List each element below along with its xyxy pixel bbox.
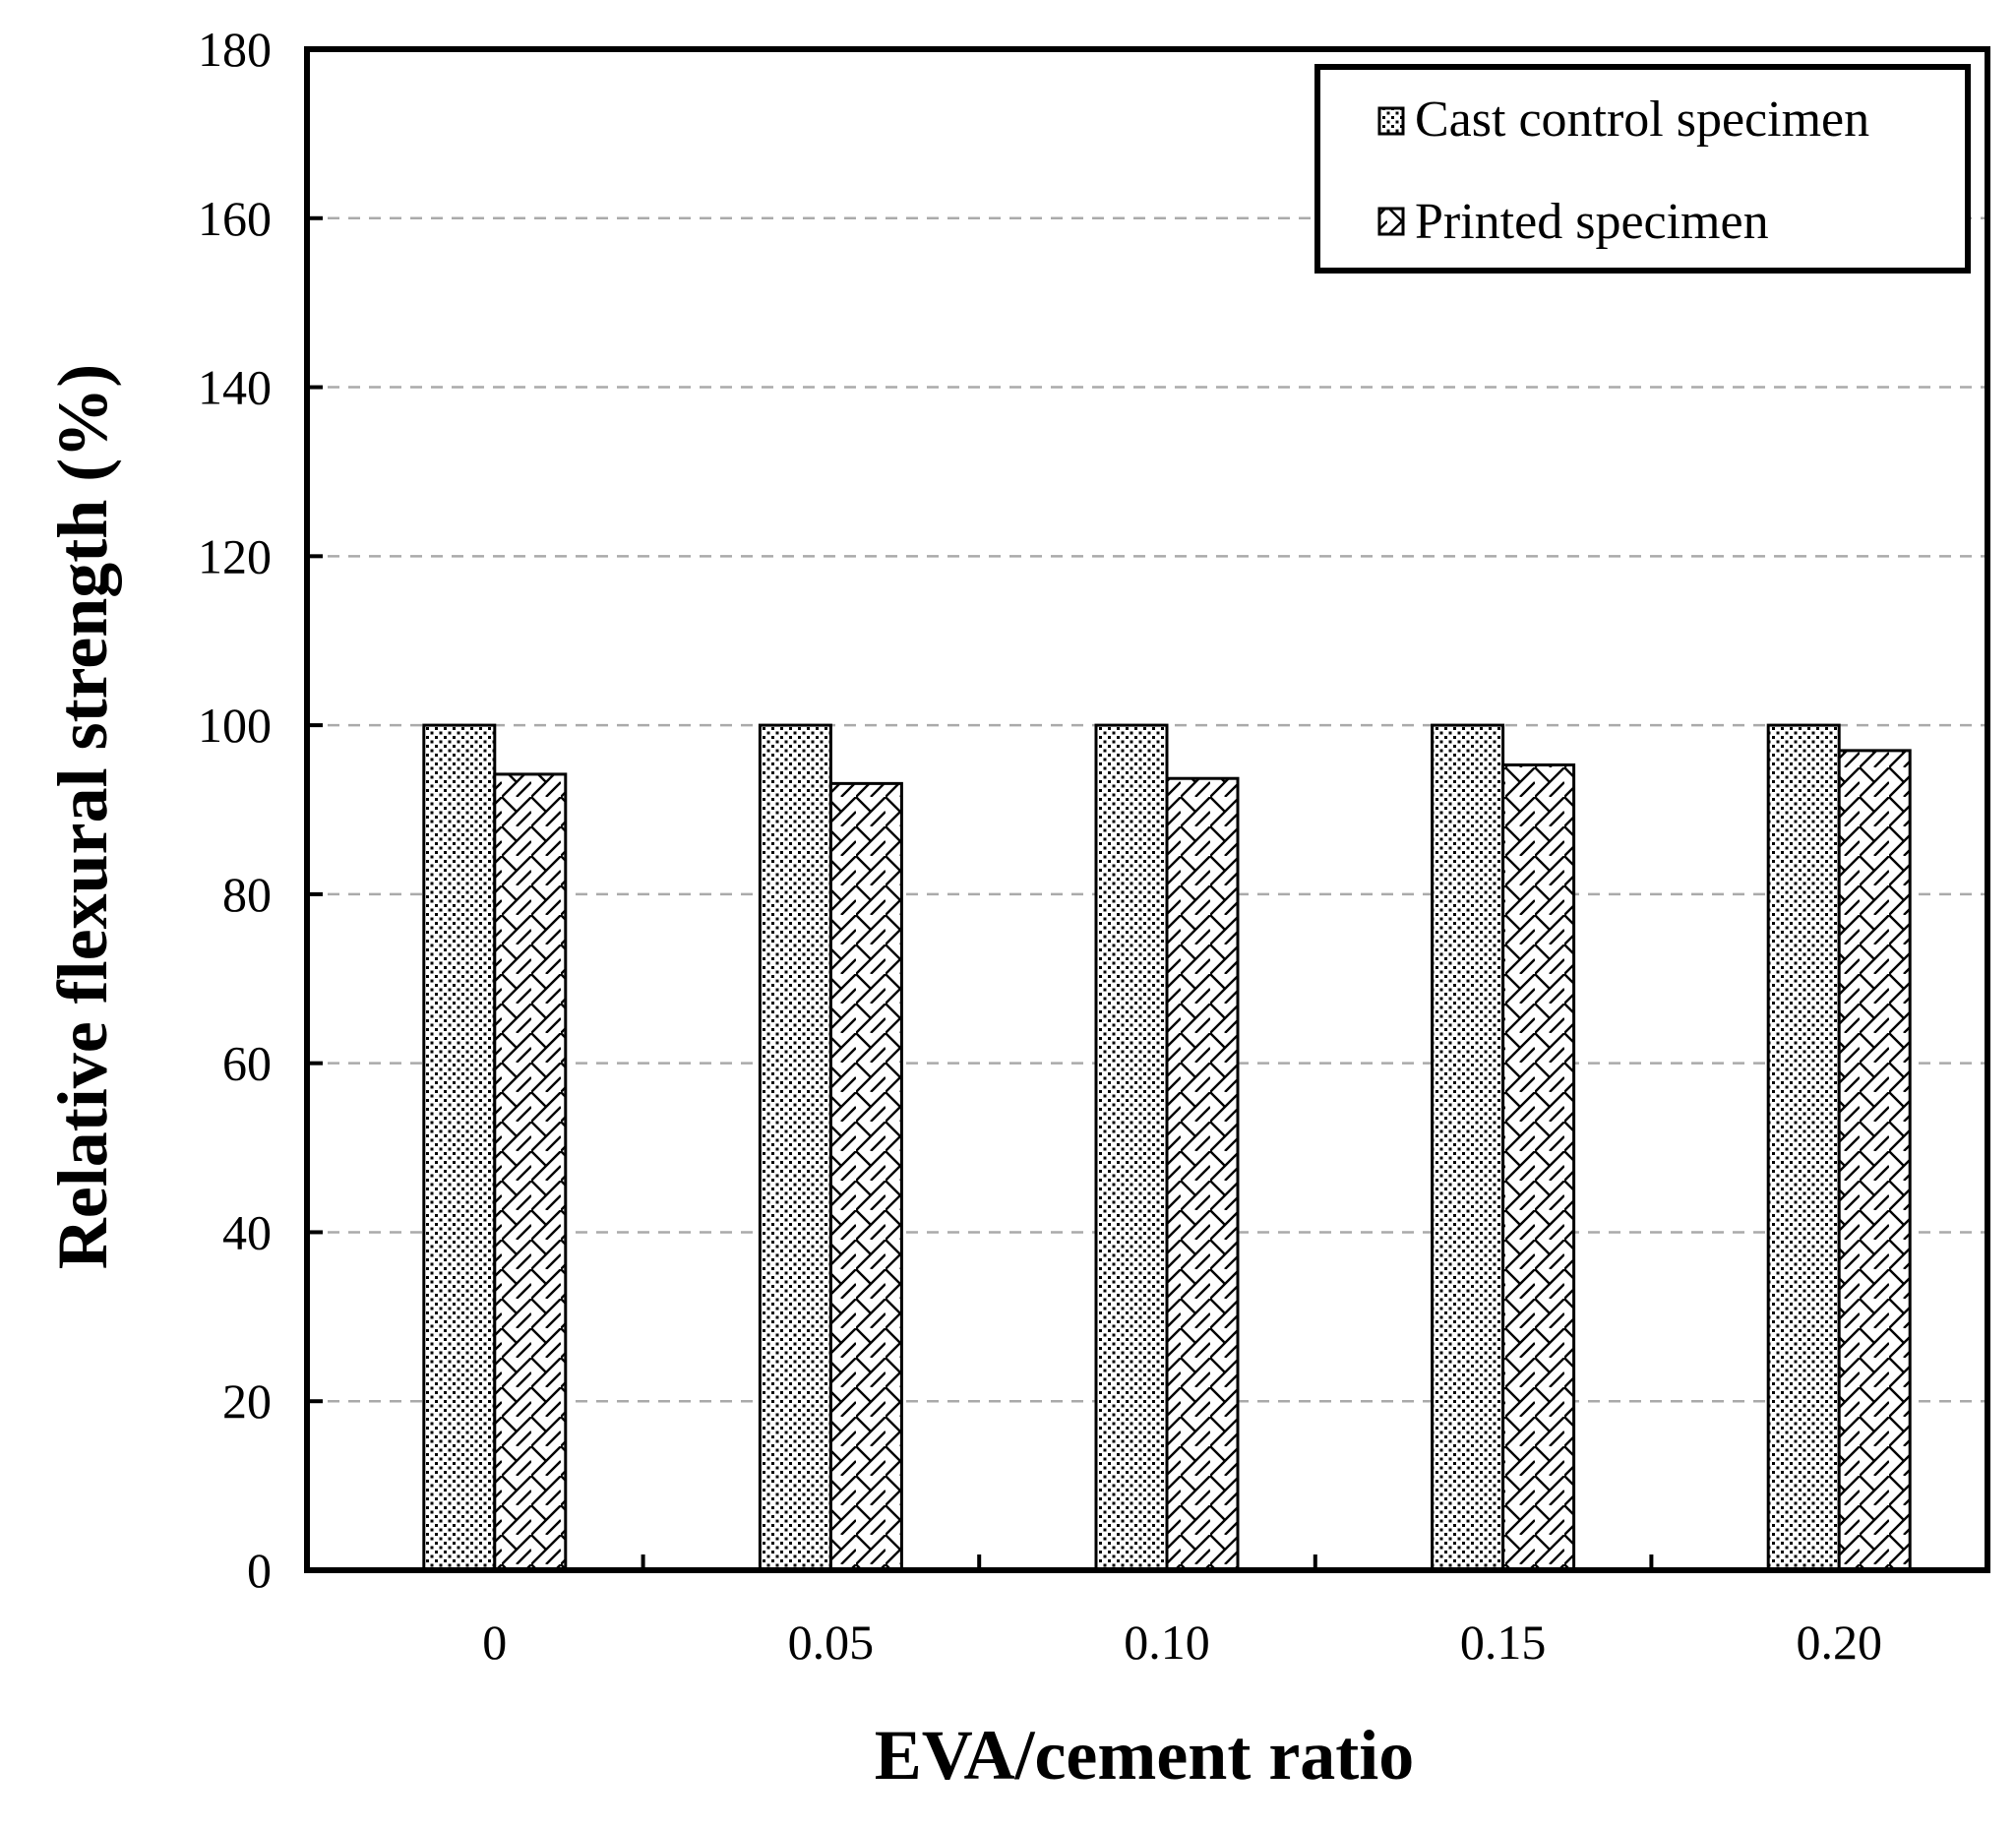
bar-printed-0.20 <box>1837 749 1912 1572</box>
x-tick-label: 0 <box>482 1615 507 1670</box>
y-tick-label: 20 <box>222 1373 272 1429</box>
bar-cast-0 <box>422 723 497 1572</box>
bar-cast-0.05 <box>758 723 832 1572</box>
bar-printed-0.05 <box>828 781 903 1572</box>
axis-ticks <box>307 47 1654 1572</box>
bar-cast-0.20 <box>1766 723 1841 1572</box>
bar-printed-0.15 <box>1501 762 1576 1572</box>
x-tick-label: 0.10 <box>1124 1615 1210 1670</box>
plot-frame <box>304 46 1990 1573</box>
x-tick-label: 0.20 <box>1796 1615 1882 1670</box>
y-tick-label: 40 <box>222 1204 272 1259</box>
legend: Cast control specimen Printed specimen <box>1314 64 1971 274</box>
legend-swatch-cast <box>1377 106 1405 136</box>
legend-label-printed: Printed specimen <box>1415 194 1769 250</box>
y-tick-label: 60 <box>222 1036 272 1091</box>
x-tick-label: 0.15 <box>1460 1615 1547 1670</box>
y-tick-labels: 0 20 40 60 80 100 120 140 160 180 <box>198 22 272 1598</box>
x-axis-title: EVA/cement ratio <box>875 1716 1415 1795</box>
y-tick-label: 140 <box>198 360 272 415</box>
gridlines <box>307 216 1987 1403</box>
bar-cast-0.10 <box>1094 723 1169 1572</box>
y-tick-label: 80 <box>222 867 272 922</box>
bar-printed-0.10 <box>1165 776 1240 1572</box>
y-tick-label: 120 <box>198 528 272 583</box>
y-axis-title: Relative flexural strength (%) <box>43 364 122 1269</box>
x-tick-label: 0.05 <box>788 1615 875 1670</box>
y-tick-label: 100 <box>198 698 272 753</box>
bar-printed-0 <box>493 772 568 1572</box>
bar-cast-0.15 <box>1431 723 1505 1572</box>
y-tick-label: 180 <box>198 22 272 77</box>
legend-swatch-printed <box>1377 207 1405 236</box>
legend-label-cast: Cast control specimen <box>1415 91 1869 148</box>
y-tick-label: 160 <box>198 191 272 246</box>
y-tick-label: 0 <box>247 1543 272 1598</box>
legend-box <box>1314 64 1971 274</box>
bars <box>422 723 1912 1572</box>
x-tick-labels: 0 0.05 0.10 0.15 0.20 <box>482 1615 1882 1670</box>
